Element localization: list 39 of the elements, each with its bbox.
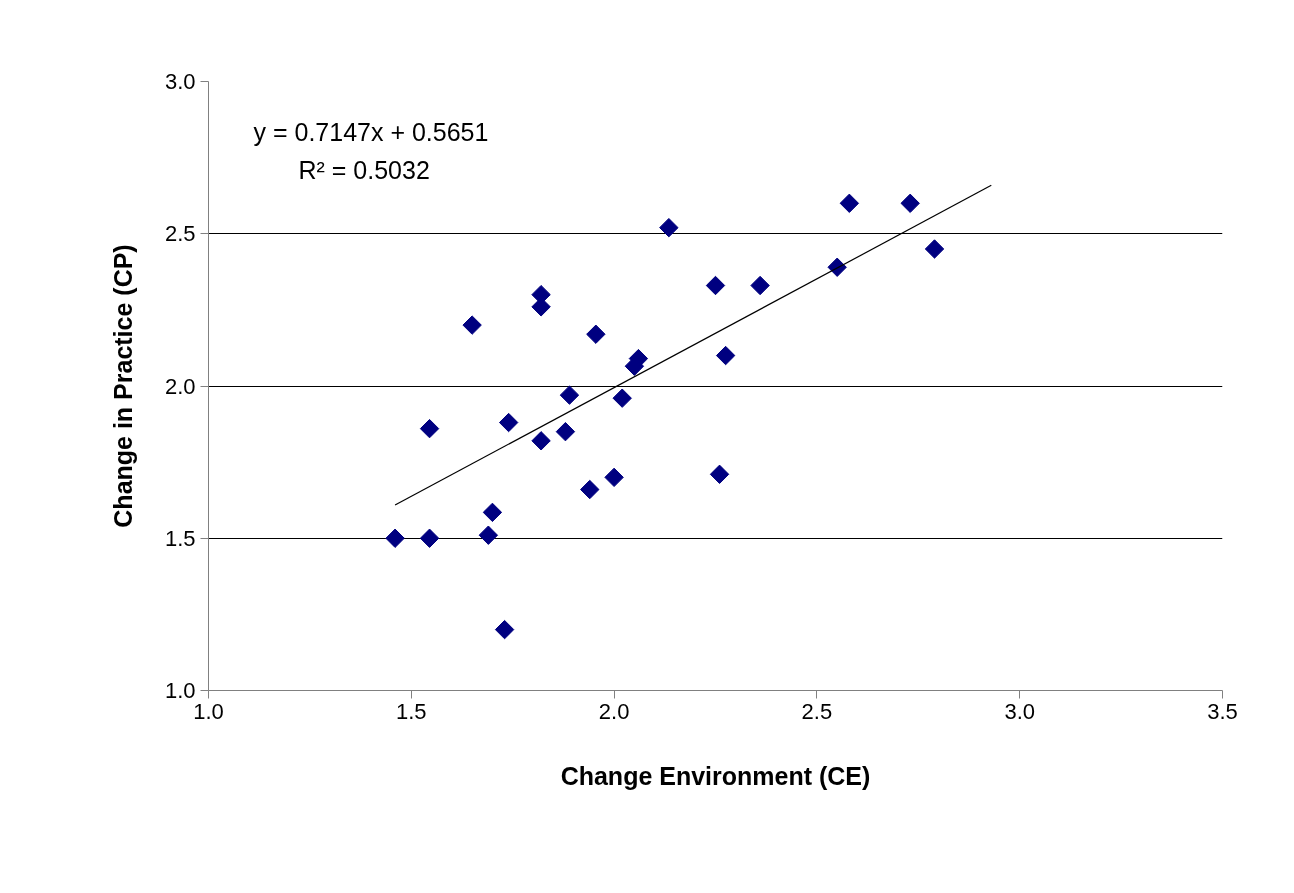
point xyxy=(462,315,482,335)
point xyxy=(498,412,519,433)
point xyxy=(659,217,679,238)
point xyxy=(385,528,405,548)
point xyxy=(900,193,920,213)
point xyxy=(419,418,440,439)
point xyxy=(750,275,770,296)
point xyxy=(559,385,580,405)
annotation: y = 0.7147x + 0.5651 xyxy=(253,117,489,146)
point xyxy=(531,297,551,317)
point xyxy=(612,388,632,408)
point xyxy=(419,528,440,548)
point xyxy=(555,421,576,442)
point xyxy=(580,479,600,500)
y-tick-label: 1.5 xyxy=(164,525,196,551)
y-axis-title: Change in Practice (CP) xyxy=(108,244,137,528)
x-tick-label: 3.5 xyxy=(1207,698,1238,724)
y-tick-label: 2.0 xyxy=(164,373,196,399)
x-tick-label: 2.0 xyxy=(598,698,630,724)
point xyxy=(924,239,945,259)
x-tick-label: 3.0 xyxy=(1004,698,1035,724)
point xyxy=(586,324,606,344)
y-tick-label: 1.0 xyxy=(164,678,196,703)
point xyxy=(839,193,860,213)
point xyxy=(482,502,503,523)
x-tick-label: 1.0 xyxy=(193,698,224,724)
x-tick-label: 2.5 xyxy=(801,698,833,724)
point xyxy=(494,619,515,640)
y-tick-label: 2.5 xyxy=(164,221,196,247)
y-tick-label: 3.0 xyxy=(164,69,196,94)
point xyxy=(709,464,730,484)
x-tick-label: 1.5 xyxy=(396,698,427,724)
point xyxy=(478,525,499,545)
point xyxy=(531,431,551,451)
x-axis-title: Change Environment (CE) xyxy=(560,761,871,790)
point xyxy=(604,467,624,488)
annotation: R² = 0.5032 xyxy=(298,155,430,184)
point xyxy=(705,275,726,296)
point xyxy=(715,345,736,366)
